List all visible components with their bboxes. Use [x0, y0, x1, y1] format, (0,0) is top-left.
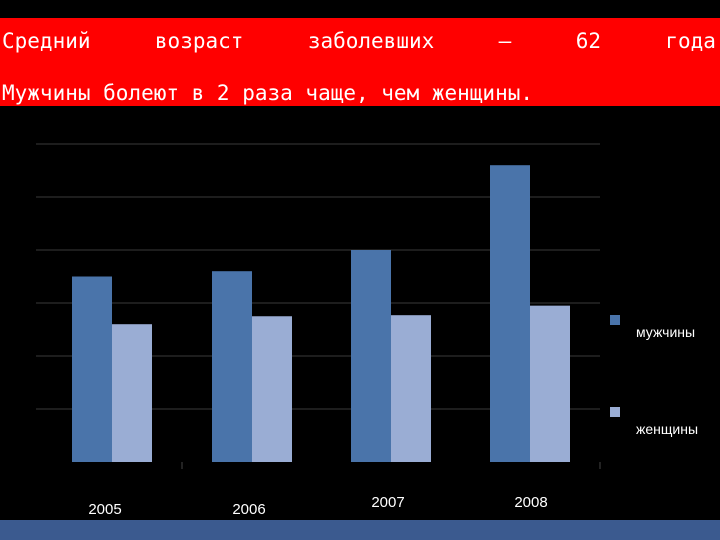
- title-line-1: Средний возраст заболевших – 62 года: [2, 28, 716, 54]
- title-word: 62: [575, 29, 601, 53]
- legend-swatch-men: [610, 315, 620, 325]
- bar-women-2008: [530, 305, 570, 462]
- x-tick-label: 2007: [371, 494, 404, 511]
- legend-label-women: женщины: [636, 421, 699, 437]
- x-tick-label: 2005: [88, 501, 121, 518]
- bar-men-2008: [490, 165, 530, 462]
- title-word: возраст: [154, 29, 244, 53]
- title-word: –: [498, 29, 512, 53]
- x-tick-label: 2008: [514, 494, 547, 511]
- legend-men: мужчины: [0, 0, 695, 340]
- legend-label-men: мужчины: [636, 324, 696, 340]
- bar-men-2005: [72, 276, 112, 462]
- title-word: заболевших: [307, 29, 435, 53]
- bottom-bar: [0, 520, 720, 540]
- x-tick-label: 2006: [232, 501, 265, 518]
- legend-women: женщины: [0, 0, 698, 437]
- bar-women-2005: [112, 324, 152, 462]
- legend-swatch-women: [610, 407, 620, 417]
- bar-women-2007: [391, 315, 431, 462]
- bar-men-2006: [212, 271, 252, 462]
- bar-women-2006: [252, 316, 292, 462]
- title-banner: [0, 18, 720, 106]
- bar-men-2007: [351, 250, 391, 462]
- title-line-2: Мужчины болеют в 2 раза чаще, чем женщин…: [2, 81, 534, 105]
- title-word: года: [665, 29, 716, 53]
- title-word: Средний: [2, 29, 91, 53]
